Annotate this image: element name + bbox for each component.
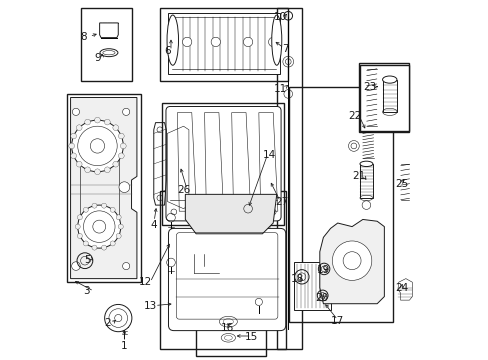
Text: 11: 11: [273, 84, 286, 94]
Circle shape: [113, 161, 119, 167]
Text: 8: 8: [81, 32, 87, 41]
Text: 2: 2: [104, 319, 111, 328]
Text: 13: 13: [143, 301, 157, 311]
Circle shape: [122, 262, 129, 270]
Text: 10: 10: [273, 12, 286, 22]
Text: 27: 27: [275, 197, 288, 207]
Circle shape: [94, 169, 100, 175]
Circle shape: [72, 262, 80, 270]
Polygon shape: [185, 194, 276, 234]
Circle shape: [76, 125, 82, 131]
Text: 20: 20: [314, 293, 327, 303]
FancyBboxPatch shape: [165, 107, 281, 221]
Circle shape: [71, 153, 76, 159]
Circle shape: [104, 305, 132, 332]
Bar: [359, 65, 408, 131]
Text: 21: 21: [352, 171, 365, 181]
Text: 26: 26: [177, 185, 190, 195]
Circle shape: [332, 241, 371, 280]
Bar: [67, 94, 140, 282]
Circle shape: [92, 203, 97, 208]
Circle shape: [104, 167, 110, 173]
Circle shape: [116, 215, 121, 220]
Circle shape: [118, 133, 124, 139]
Circle shape: [110, 207, 115, 212]
Circle shape: [110, 241, 115, 246]
Circle shape: [72, 120, 123, 172]
Polygon shape: [319, 220, 384, 304]
Bar: [81, 8, 131, 81]
Text: 23: 23: [363, 82, 376, 92]
Circle shape: [104, 119, 110, 125]
Bar: [162, 103, 284, 225]
Circle shape: [76, 161, 82, 167]
Bar: [276, 8, 301, 348]
Circle shape: [122, 108, 129, 116]
Bar: [359, 63, 408, 132]
Text: 5: 5: [84, 255, 91, 265]
Text: 14: 14: [263, 150, 276, 160]
Text: 19: 19: [316, 265, 329, 275]
Circle shape: [72, 108, 80, 116]
Circle shape: [71, 133, 76, 139]
Bar: [168, 13, 279, 74]
Circle shape: [211, 37, 220, 46]
Polygon shape: [70, 98, 137, 279]
Text: 7: 7: [282, 44, 288, 54]
Circle shape: [116, 233, 121, 238]
Circle shape: [92, 245, 97, 250]
Text: 22: 22: [347, 111, 361, 121]
Circle shape: [77, 233, 82, 238]
Ellipse shape: [271, 15, 281, 65]
Text: 3: 3: [82, 286, 89, 296]
Circle shape: [83, 241, 88, 246]
Circle shape: [102, 245, 106, 250]
Circle shape: [120, 143, 126, 149]
Ellipse shape: [359, 161, 372, 167]
Circle shape: [268, 37, 277, 46]
Circle shape: [83, 207, 88, 212]
Text: 16: 16: [221, 323, 234, 333]
Text: 15: 15: [244, 332, 258, 342]
Bar: [160, 8, 287, 81]
Ellipse shape: [382, 76, 396, 83]
Bar: [382, 80, 396, 112]
Bar: [359, 164, 372, 198]
Text: 4: 4: [150, 220, 157, 230]
Text: 18: 18: [290, 274, 304, 284]
Text: 1: 1: [121, 341, 127, 351]
Circle shape: [102, 203, 106, 208]
Bar: [289, 87, 392, 321]
Bar: [196, 309, 265, 356]
Circle shape: [75, 224, 80, 229]
Circle shape: [113, 125, 119, 131]
Ellipse shape: [167, 15, 178, 65]
Circle shape: [118, 224, 123, 229]
Text: 25: 25: [395, 179, 408, 189]
Circle shape: [84, 167, 90, 173]
Circle shape: [84, 119, 90, 125]
FancyBboxPatch shape: [168, 228, 285, 330]
Text: 12: 12: [139, 277, 152, 287]
Bar: [293, 262, 330, 310]
Bar: [160, 191, 285, 348]
Circle shape: [119, 182, 129, 193]
Circle shape: [182, 37, 191, 46]
Text: 24: 24: [394, 283, 407, 293]
Polygon shape: [100, 23, 118, 38]
Circle shape: [77, 215, 82, 220]
Text: 9: 9: [94, 53, 101, 63]
Ellipse shape: [100, 49, 118, 57]
Circle shape: [78, 205, 121, 248]
Circle shape: [243, 37, 252, 46]
Circle shape: [118, 153, 124, 159]
Circle shape: [94, 117, 100, 123]
Text: 17: 17: [330, 316, 344, 325]
Circle shape: [69, 143, 74, 149]
Text: 6: 6: [164, 46, 170, 56]
